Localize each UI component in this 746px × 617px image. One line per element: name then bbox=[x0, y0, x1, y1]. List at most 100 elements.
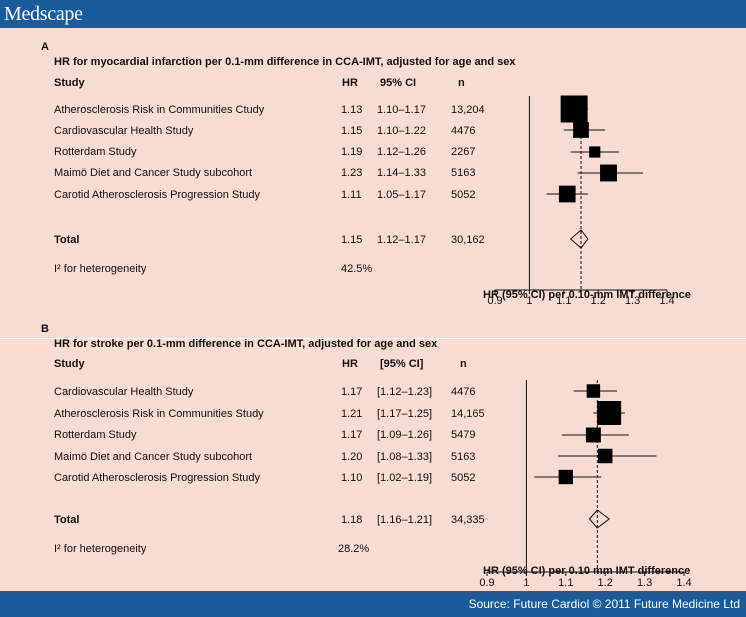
heterogeneity-label: I² for heterogeneity bbox=[54, 543, 147, 555]
total-hr: 1.15 bbox=[341, 234, 363, 246]
study-n: 5163 bbox=[451, 167, 476, 179]
point-estimate-box bbox=[558, 185, 576, 203]
study-name: Cardiovascular Health Study bbox=[54, 125, 194, 137]
study-n: 14,165 bbox=[451, 408, 485, 420]
study-ci: 1.14–1.33 bbox=[377, 167, 426, 179]
forest-plot-b: B HR for stroke per 0.1-mm difference in… bbox=[0, 318, 746, 591]
point-estimate-box bbox=[586, 384, 601, 398]
x-tick-label: 1.4 bbox=[659, 295, 674, 307]
medscape-logo: Medscape bbox=[4, 3, 83, 25]
pooled-diamond bbox=[569, 229, 589, 249]
x-tick-label: 0.9 bbox=[479, 577, 494, 589]
forest-plot-a: A HR for myocardial infarction per 0.1-m… bbox=[0, 28, 746, 338]
column-header-n: n bbox=[458, 77, 465, 89]
study-hr: 1.15 bbox=[341, 125, 363, 137]
plot-area-b: 0.9 1 1.1 1.2 1.3 1.4 bbox=[479, 380, 692, 589]
column-header-study: Study bbox=[54, 358, 85, 370]
total-ci: 1.12–1.17 bbox=[377, 234, 426, 246]
point-estimate-box bbox=[585, 427, 601, 443]
x-tick-label: 1.3 bbox=[637, 577, 652, 589]
source-credit: Source: Future Cardiol © 2011 Future Med… bbox=[468, 597, 740, 611]
study-hr: 1.20 bbox=[341, 451, 363, 463]
column-header-study: Study bbox=[54, 77, 85, 89]
x-tick-label: 1.2 bbox=[591, 295, 606, 307]
column-header-ci: [95% CI] bbox=[380, 358, 424, 370]
study-hr: 1.23 bbox=[341, 167, 363, 179]
x-tick-label: 1.2 bbox=[598, 577, 613, 589]
point-estimate-box bbox=[600, 164, 617, 182]
point-estimate-box bbox=[589, 146, 601, 158]
study-name: Maimö Diet and Cancer Study subcohort bbox=[54, 167, 253, 179]
total-n: 30,162 bbox=[451, 234, 485, 246]
study-hr: 1.10 bbox=[341, 472, 363, 484]
point-estimate-box bbox=[597, 448, 613, 464]
study-hr: 1.19 bbox=[341, 146, 363, 158]
study-hr: 1.13 bbox=[341, 104, 363, 116]
study-name: Rotterdam Study bbox=[54, 429, 137, 441]
study-n: 5052 bbox=[451, 472, 476, 484]
pooled-diamond bbox=[588, 509, 610, 529]
point-estimate-box bbox=[597, 401, 622, 425]
x-tick-label: 1.1 bbox=[556, 295, 571, 307]
study-name: Rotterdam Study bbox=[54, 146, 137, 158]
x-tick-label: 1.3 bbox=[625, 295, 640, 307]
x-tick-label: 1.4 bbox=[676, 577, 691, 589]
total-n: 34,335 bbox=[451, 514, 485, 526]
study-ci: 1.10–1.17 bbox=[377, 104, 426, 116]
study-ci: 1.12–1.26 bbox=[377, 146, 426, 158]
x-tick-label: 1 bbox=[526, 295, 532, 307]
x-axis-label: HR (95% CI) per 0.10-mm IMT difference bbox=[483, 289, 691, 301]
heterogeneity-label: I² for heterogeneity bbox=[54, 263, 147, 275]
total-label: Total bbox=[54, 234, 80, 246]
total-label: Total bbox=[54, 514, 80, 526]
column-header-hr: HR bbox=[342, 358, 358, 370]
panel-title-a: HR for myocardial infarction per 0.1-mm … bbox=[54, 56, 516, 68]
panel-letter-b: B bbox=[41, 323, 49, 335]
study-name: Atherosclerosis Risk in Communities Ctud… bbox=[54, 104, 265, 116]
figure-canvas: A HR for myocardial infarction per 0.1-m… bbox=[0, 28, 746, 591]
heterogeneity-value: 42.5% bbox=[341, 263, 373, 275]
study-n: 5163 bbox=[451, 451, 476, 463]
point-estimate-box bbox=[560, 95, 588, 123]
study-ci: [1.12–1.23] bbox=[377, 386, 433, 398]
study-n: 4476 bbox=[451, 386, 476, 398]
x-tick-label: 1 bbox=[523, 577, 529, 589]
study-name: Atherosclerosis Risk in Communities Stud… bbox=[54, 408, 264, 420]
study-ci: 1.10–1.22 bbox=[377, 125, 426, 137]
study-ci: [1.08–1.33] bbox=[377, 451, 433, 463]
study-n: 13,204 bbox=[451, 104, 485, 116]
study-name: Carotid Atherosclerosis Progression Stud… bbox=[54, 472, 261, 484]
study-name: Maimö Diet and Cancer Study subcohort bbox=[54, 451, 253, 463]
study-name: Carotid Atherosclerosis Progression Stud… bbox=[54, 189, 261, 201]
study-ci: 1.05–1.17 bbox=[377, 189, 426, 201]
study-hr: 1.11 bbox=[341, 189, 362, 201]
column-header-n: n bbox=[460, 358, 467, 370]
study-name: Cardiovascular Health Study bbox=[54, 386, 194, 398]
study-ci: [1.17–1.25] bbox=[377, 408, 433, 420]
panel-letter-a: A bbox=[41, 41, 49, 53]
study-n: 2267 bbox=[451, 146, 476, 158]
study-hr: 1.21 bbox=[341, 408, 363, 420]
study-hr: 1.17 bbox=[341, 386, 363, 398]
footer-bar: Source: Future Cardiol © 2011 Future Med… bbox=[0, 591, 746, 617]
x-axis-label: HR (95% CI) per 0.10 mm IMT difference bbox=[483, 565, 691, 577]
panel-divider bbox=[0, 338, 746, 339]
x-tick-label: 0.9 bbox=[487, 295, 502, 307]
total-hr: 1.18 bbox=[341, 514, 363, 526]
study-ci: [1.09–1.26] bbox=[377, 429, 433, 441]
study-hr: 1.17 bbox=[341, 429, 363, 441]
study-n: 5052 bbox=[451, 189, 476, 201]
point-estimate-box bbox=[558, 469, 573, 485]
study-ci: [1.02–1.19] bbox=[377, 472, 433, 484]
x-tick-label: 1.1 bbox=[558, 577, 573, 589]
study-n: 5479 bbox=[451, 429, 476, 441]
column-header-ci: 95% CI bbox=[380, 77, 417, 89]
total-ci: [1.16–1.21] bbox=[377, 514, 433, 526]
column-header-hr: HR bbox=[342, 77, 358, 89]
heterogeneity-value: 28.2% bbox=[338, 543, 370, 555]
header-bar: Medscape bbox=[0, 0, 746, 28]
panel-title-b: HR for stroke per 0.1-mm difference in C… bbox=[54, 338, 438, 350]
point-estimate-box bbox=[573, 122, 589, 138]
plot-area-a: 0.9 1 1.1 1.2 1.3 1.4 bbox=[487, 95, 675, 307]
study-n: 4476 bbox=[451, 125, 476, 137]
